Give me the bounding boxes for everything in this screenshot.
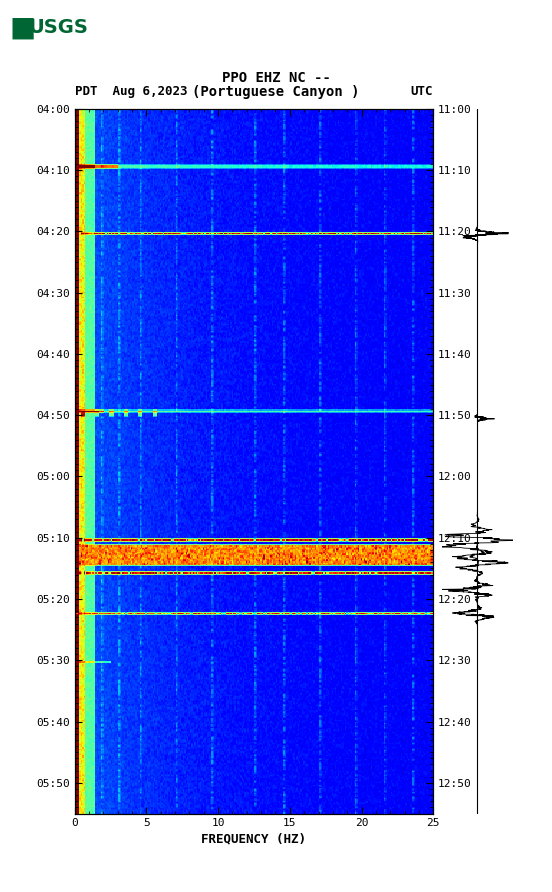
Text: (Portuguese Canyon ): (Portuguese Canyon ): [192, 85, 360, 99]
X-axis label: FREQUENCY (HZ): FREQUENCY (HZ): [201, 832, 306, 846]
Text: PDT  Aug 6,2023: PDT Aug 6,2023: [75, 86, 187, 98]
Text: USGS: USGS: [29, 18, 88, 37]
Text: ■: ■: [9, 13, 36, 42]
Text: PPO EHZ NC --: PPO EHZ NC --: [221, 71, 331, 86]
Text: UTC: UTC: [411, 86, 433, 98]
